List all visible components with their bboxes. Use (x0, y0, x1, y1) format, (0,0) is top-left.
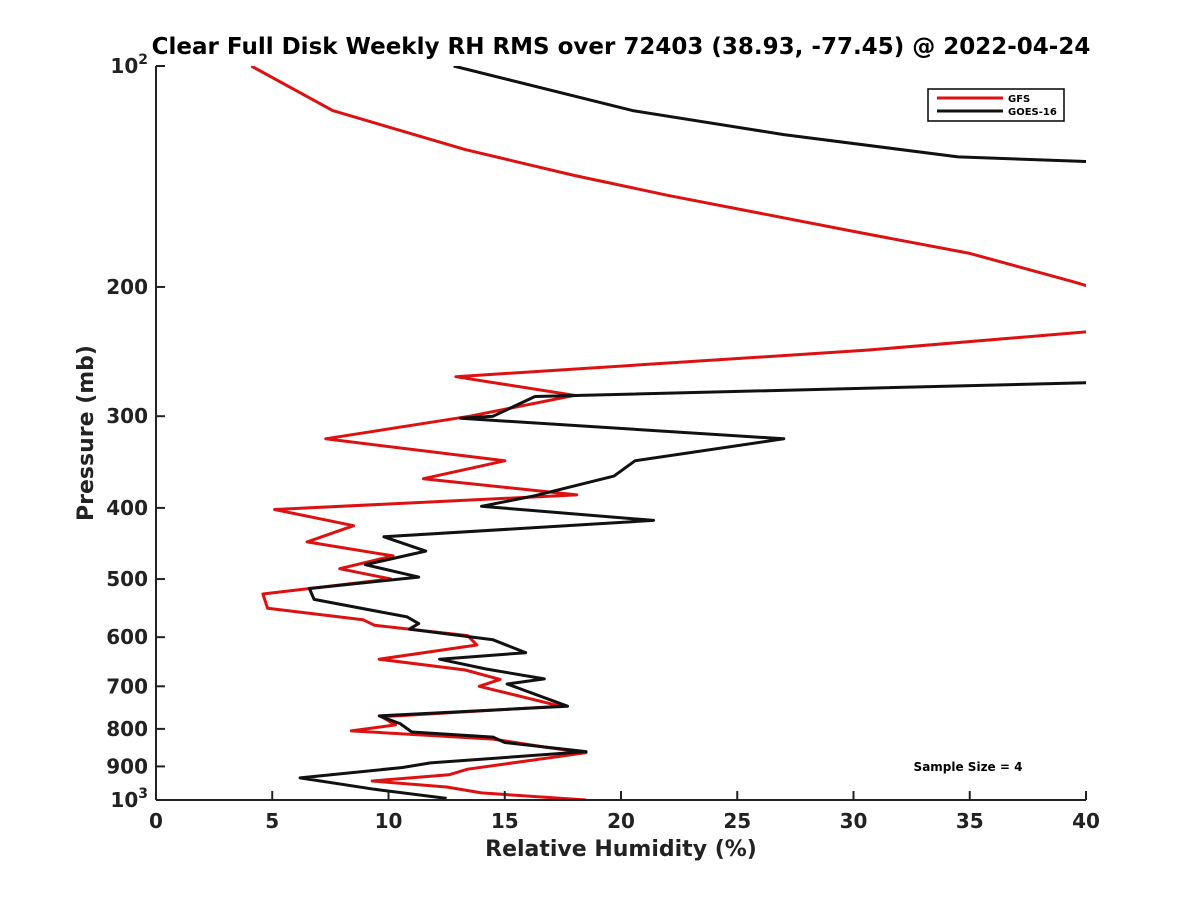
y-tick-label: 400 (106, 496, 148, 520)
x-tick-label: 10 (375, 809, 403, 833)
x-tick-label: 0 (149, 809, 163, 833)
y-tick-label: 700 (106, 674, 148, 698)
sample-size-annotation: Sample Size = 4 (914, 760, 1023, 774)
x-axis-title: Relative Humidity (%) (485, 837, 757, 862)
series-line-goes-16 (298, 66, 1086, 800)
x-tick-label: 40 (1072, 809, 1100, 833)
x-tick-label: 15 (491, 809, 519, 833)
series-layer (250, 66, 1086, 800)
y-tick-label: 900 (106, 754, 148, 778)
legend: GFS GOES-16 (927, 88, 1065, 122)
chart-title: Clear Full Disk Weekly RH RMS over 72403… (152, 34, 1091, 60)
y-tick-label: 500 (106, 567, 148, 591)
x-tick-label: 35 (956, 809, 984, 833)
x-tick-label: 25 (723, 809, 751, 833)
y-tick-label: 102 (110, 52, 148, 78)
y-tick-label: 200 (106, 275, 148, 299)
y-axis-title: Pressure (mb) (74, 345, 99, 521)
y-tick-label: 800 (106, 717, 148, 741)
y-tick-label: 600 (106, 625, 148, 649)
x-tick-label: 30 (840, 809, 868, 833)
y-tick-label: 103 (110, 786, 148, 812)
legend-label-gfs: GFS (1008, 94, 1030, 105)
y-tick-label: 300 (106, 404, 148, 428)
x-tick-label: 5 (265, 809, 279, 833)
legend-box (927, 88, 1065, 122)
x-tick-label: 20 (607, 809, 635, 833)
legend-label-goes-16: GOES-16 (1008, 107, 1057, 118)
ticks-layer: 0 5 10 15 20 25 30 35 40 102 200 300 400 500 600 700 800… (106, 52, 1100, 833)
